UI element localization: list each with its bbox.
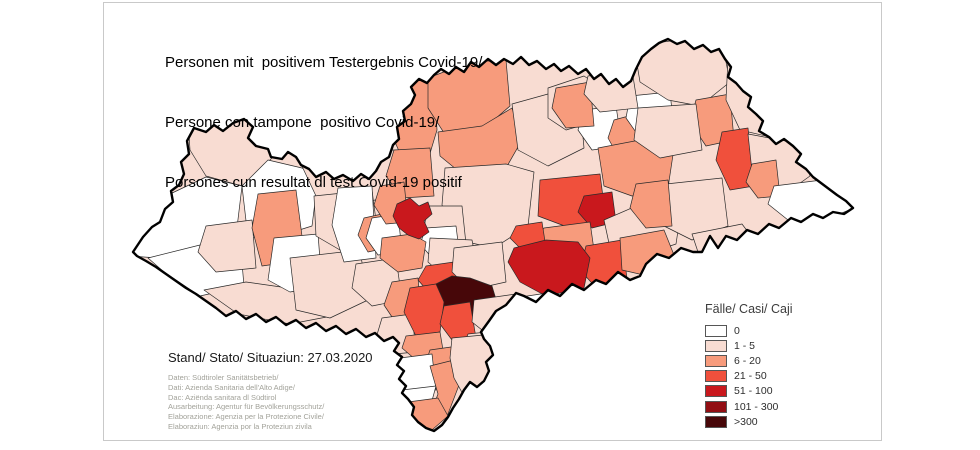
legend-swatch <box>705 324 727 337</box>
legend-swatch <box>705 400 727 413</box>
credit-line: Elaboraziun: Agenzia por la Proteziun zi… <box>168 421 312 431</box>
municipality-cell <box>392 197 433 240</box>
legend-item: 0 <box>705 323 793 338</box>
legend-item: >300 <box>705 414 793 429</box>
legend-label: >300 <box>734 415 758 428</box>
municipality-cell <box>633 103 703 159</box>
legend-swatch <box>705 354 727 367</box>
legend-items: 0 1 - 5 6 - 20 21 - 50 51 - 100 101 - 300 >300 <box>705 323 793 429</box>
legend-swatch <box>705 370 727 383</box>
credit-line: Dati: Azienda Sanitaria dell'Alto Adige/ <box>168 382 295 392</box>
legend-title: Fälle/ Casi/ Caji <box>705 302 793 316</box>
title-line-2: Persone con tampone positivo Covid-19/ <box>165 114 440 131</box>
legend-swatch <box>705 339 727 352</box>
credit-line: Daten: Südtiroler Sanitätsbetrieb/ <box>168 373 279 382</box>
municipality-cell <box>551 81 595 129</box>
legend-label: 1 - 5 <box>734 339 756 352</box>
legend-label: 101 - 300 <box>734 400 779 413</box>
legend-item: 21 - 50 <box>705 369 793 384</box>
legend-swatch <box>705 385 727 398</box>
legend-label: 51 - 100 <box>734 385 773 398</box>
credit-line: Elaborazione: Agenzia per la Protezione … <box>168 412 324 422</box>
municipality-cell <box>509 291 561 347</box>
map-title: Personen mit positivem Testergebnis Covi… <box>165 13 482 233</box>
municipality-cell <box>629 179 673 229</box>
municipality-cell <box>437 107 523 175</box>
credits-block: Daten: Südtiroler Sanitätsbetrieb/Dati: … <box>168 373 324 432</box>
region-outline <box>131 37 855 433</box>
credit-line: Ausarbeitung: Agentur für Bevölkerungssc… <box>168 402 325 412</box>
legend-item: 1 - 5 <box>705 338 793 353</box>
legend: Fälle/ Casi/ Caji 0 1 - 5 6 - 20 21 - 50 51 … <box>705 302 793 429</box>
status-date-line: Stand/ Stato/ Situaziun: 27.03.2020 <box>168 350 373 365</box>
credit-line: Dac: Aziënda sanitara dl Südtirol <box>168 392 277 402</box>
municipality-cell <box>507 239 591 297</box>
municipality-cell <box>715 127 755 191</box>
municipality-cell <box>197 219 257 273</box>
legend-label: 0 <box>734 324 740 337</box>
legend-item: 6 - 20 <box>705 353 793 368</box>
title-line-1: Personen mit positivem Testergebnis Covi… <box>165 54 483 71</box>
legend-item: 51 - 100 <box>705 384 793 399</box>
legend-swatch <box>705 415 727 428</box>
legend-item: 101 - 300 <box>705 399 793 414</box>
title-line-3: Porsones cun resultat dl test Covid-19 p… <box>165 174 462 191</box>
legend-label: 21 - 50 <box>734 370 767 383</box>
municipality-cell <box>745 159 781 199</box>
legend-label: 6 - 20 <box>734 354 761 367</box>
